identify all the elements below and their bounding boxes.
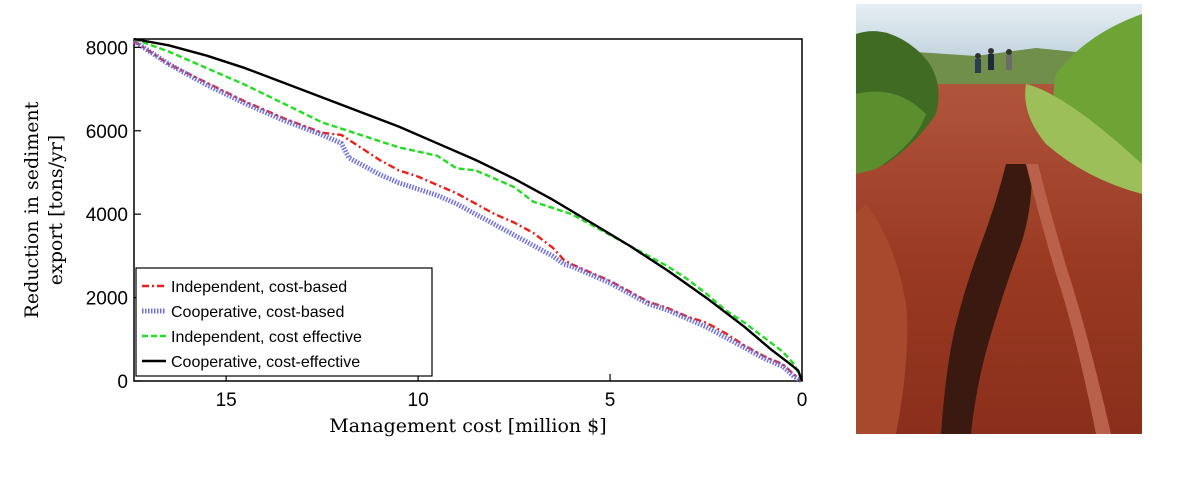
- photo-gully: [941, 164, 1032, 434]
- legend: Independent, cost-based Cooperative, cost…: [135, 267, 433, 377]
- y-tick-label: 8000: [86, 38, 128, 59]
- plot-frame: [133, 38, 803, 382]
- y-axis-ticks: 0 2000 4000 6000 8000: [86, 38, 141, 393]
- y-axis-title-line1: Reduction in sediment: [21, 101, 43, 318]
- photo-person-1-body: [975, 59, 981, 73]
- photo-person-3-body: [1006, 55, 1012, 70]
- erosion-trail-photo: [856, 4, 1142, 434]
- photo-gully-edge: [1026, 164, 1111, 434]
- x-tick-label: 15: [216, 390, 237, 411]
- y-tick-label: 4000: [86, 205, 128, 226]
- legend-label: Independent, cost-based: [171, 279, 347, 296]
- y-tick-label: 6000: [86, 122, 128, 143]
- plot-area: [132, 37, 804, 384]
- series-layer: [132, 37, 804, 384]
- x-tick-label: 0: [797, 390, 808, 411]
- y-axis-title-line2: export [tons/yr]: [45, 135, 67, 285]
- photo-person-2-body: [988, 54, 994, 70]
- legend-label: Cooperative, cost-effective: [171, 354, 360, 371]
- y-tick-label: 0: [117, 372, 128, 393]
- series-line-1: [133, 40, 803, 382]
- photo-person-1: [975, 53, 981, 59]
- series-line-4: [133, 37, 804, 382]
- legend-box: [135, 267, 433, 377]
- photo-soil-highlight: [856, 204, 908, 434]
- x-axis-ticks: 15 10 5 0: [216, 374, 808, 411]
- photo-person-2: [988, 48, 994, 54]
- legend-label: Independent, cost effective: [171, 329, 362, 346]
- series-line-2: [132, 39, 804, 384]
- x-tick-label: 10: [408, 390, 429, 411]
- series-line-3: [133, 37, 804, 382]
- photo-left-shrub: [856, 91, 926, 174]
- y-tick-label: 2000: [86, 289, 128, 310]
- x-axis-title: Management cost [million $]: [329, 415, 606, 437]
- photo-right-grass: [1025, 84, 1142, 194]
- legend-label: Cooperative, cost-based: [171, 304, 344, 321]
- x-tick-label: 5: [605, 390, 616, 411]
- photo-person-3: [1006, 49, 1012, 55]
